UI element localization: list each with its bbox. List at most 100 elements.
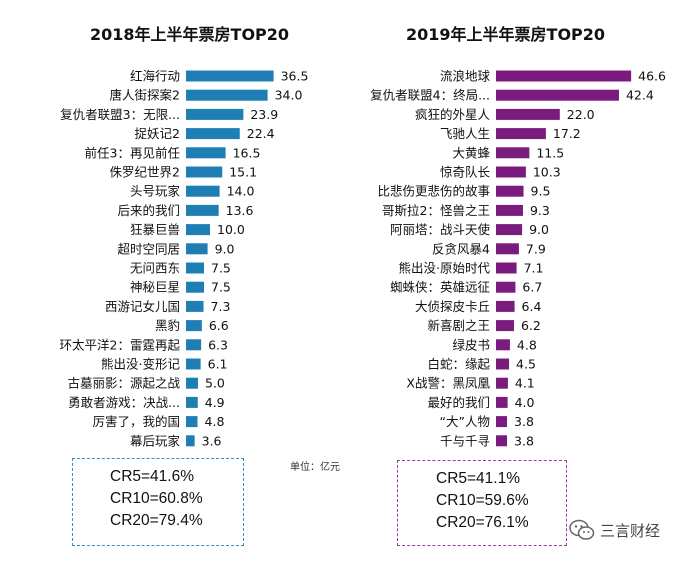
bar [186, 377, 198, 389]
chart-title-2018: 2018年上半年票房TOP20 [90, 25, 290, 44]
bar [496, 339, 510, 351]
category-label: 比悲伤更悲伤的故事 [377, 184, 490, 199]
bar [186, 185, 220, 197]
value-label: 13.6 [226, 203, 254, 218]
value-label: 4.5 [516, 357, 536, 372]
category-label: 熊出没·原始时代 [399, 261, 491, 276]
bar [186, 396, 198, 408]
value-label: 10.0 [217, 222, 245, 237]
category-label: 复仇者联盟4：终局... [370, 88, 490, 103]
category-label: 侏罗纪世界2 [110, 165, 180, 180]
bar [186, 147, 226, 159]
bar [496, 281, 516, 293]
value-label: 6.4 [522, 299, 542, 314]
value-label: 4.8 [205, 414, 225, 429]
category-label: 大黄蜂 [452, 145, 490, 160]
bar [186, 435, 195, 447]
cr-box-2019: CR5=41.1% CR10=59.6% CR20=76.1% [397, 460, 567, 546]
wechat-icon [569, 519, 595, 540]
value-label: 7.1 [524, 261, 544, 276]
bar [186, 339, 202, 351]
category-label: 黑豹 [155, 318, 180, 333]
category-label: 狂暴巨兽 [130, 222, 180, 237]
bar [186, 128, 240, 140]
bar [186, 262, 204, 274]
category-label: 头号玩家 [130, 184, 181, 199]
value-label: 3.8 [514, 414, 534, 429]
watermark: 三言财经 [569, 519, 660, 541]
category-label: 环太平洋2：雷霆再起 [60, 337, 181, 352]
chart-2018: 2018年上半年票房TOP20 红海行动 36.5 唐人街探案2 34.0 复仇者联盟3… [0, 0, 340, 561]
chart-title-2019: 2019年上半年票房TOP20 [406, 25, 606, 44]
bar [496, 320, 514, 332]
category-label: 哥斯拉2：怪兽之王 [382, 203, 490, 218]
bar [186, 358, 201, 370]
value-label: 46.6 [638, 69, 666, 84]
bar [496, 108, 560, 120]
bar-chart-2019: 流浪地球 46.6 复仇者联盟4：终局... 42.4 疯狂的外星人 22.0 飞驰人生 17… [370, 69, 666, 449]
cr-box-2018: CR5=41.6% CR10=60.8% CR20=79.4% [72, 458, 244, 546]
cr20-2018: CR20=79.4% [110, 512, 203, 529]
category-label: 神秘巨星 [130, 280, 180, 295]
bar [496, 224, 523, 236]
bar [186, 416, 198, 428]
category-label: 大侦探皮卡丘 [415, 299, 490, 314]
category-label: 绿皮书 [452, 337, 490, 352]
bar [496, 358, 510, 370]
value-label: 9.0 [529, 222, 549, 237]
cr5-2019: CR5=41.1% [436, 470, 521, 487]
value-label: 6.7 [522, 280, 542, 295]
category-label: 超时空同居 [117, 241, 180, 256]
category-label: 反贪风暴4 [432, 241, 490, 256]
value-label: 15.1 [229, 165, 257, 180]
category-label: 幕后玩家 [130, 433, 181, 448]
category-label: 白蛇：缘起 [427, 357, 490, 372]
value-label: 16.5 [233, 145, 261, 160]
bar-chart-2018: 红海行动 36.5 唐人街探案2 34.0 复仇者联盟3：无限... 23.9 捉妖记2 22… [60, 69, 309, 449]
category-label: 后来的我们 [117, 203, 180, 218]
category-label: 千与千寻 [440, 433, 490, 448]
category-label: X战警：黑凤凰 [406, 376, 490, 391]
value-label: 11.5 [536, 145, 564, 160]
bar [496, 300, 515, 312]
bar [186, 204, 219, 216]
bar [496, 416, 508, 428]
value-label: 23.9 [250, 107, 278, 122]
cr5-2018: CR5=41.6% [110, 468, 195, 485]
value-label: 7.5 [211, 261, 231, 276]
category-label: “大”人物 [440, 414, 490, 429]
category-label: 飞驰人生 [440, 126, 490, 141]
value-label: 9.0 [215, 241, 235, 256]
cr20-2019: CR20=76.1% [436, 514, 529, 531]
category-label: 复仇者联盟3：无限... [60, 107, 180, 122]
category-label: 疯狂的外星人 [415, 107, 491, 122]
category-label: 蜘蛛侠：英雄远征 [390, 280, 491, 295]
value-label: 3.6 [202, 433, 222, 448]
chart-2019: 2019年上半年票房TOP20 流浪地球 46.6 复仇者联盟4：终局... 42.4… [340, 0, 681, 561]
watermark-text: 三言财经 [600, 521, 661, 540]
value-label: 4.0 [515, 395, 535, 410]
value-label: 9.3 [530, 203, 550, 218]
value-label: 5.0 [205, 376, 225, 391]
bar [496, 435, 508, 447]
value-label: 6.1 [208, 357, 228, 372]
value-label: 34.0 [275, 88, 303, 103]
bar [186, 108, 244, 120]
bar [186, 243, 208, 255]
value-label: 7.9 [526, 241, 546, 256]
value-label: 6.2 [521, 318, 541, 333]
value-label: 4.9 [205, 395, 225, 410]
category-label: 流浪地球 [440, 69, 491, 84]
bar [496, 243, 519, 255]
bar [186, 300, 204, 312]
value-label: 22.0 [567, 107, 595, 122]
value-label: 4.8 [517, 337, 537, 352]
category-label: 前任3：再见前任 [85, 145, 180, 160]
value-label: 3.8 [514, 433, 534, 448]
value-label: 14.0 [227, 184, 255, 199]
value-label: 4.1 [515, 376, 535, 391]
bar [496, 70, 632, 82]
unit-note: 单位：亿元 [290, 462, 340, 473]
category-label: 西游记女儿国 [105, 299, 180, 314]
category-label: 捉妖记2 [135, 126, 180, 141]
